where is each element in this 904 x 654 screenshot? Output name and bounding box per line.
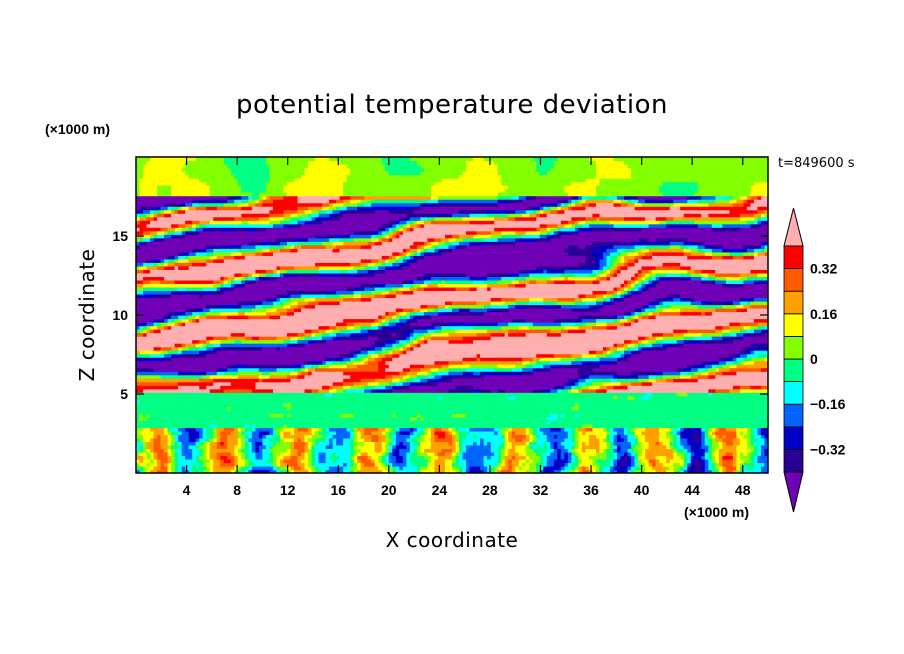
colorbar-label: −0.32 [810, 441, 846, 457]
x-tick-label: 40 [634, 482, 650, 498]
chart-title: potential temperature deviation [236, 90, 668, 120]
y-axis-label: Z coordinate [75, 249, 99, 382]
x-tick-label: 32 [533, 482, 549, 498]
colorbar-label: −0.16 [810, 396, 846, 412]
colorbar-label: 0.16 [810, 306, 837, 322]
y-axis-unit: (×1000 m) [45, 121, 110, 137]
x-axis-unit: (×1000 m) [684, 504, 749, 520]
x-tick-label: 16 [330, 482, 346, 498]
x-tick-label: 8 [233, 482, 241, 498]
colorbar: 0.32 0.16 0 −0.16 −0.32 [783, 207, 846, 513]
colorbar-bin [783, 313, 804, 337]
x-tick-label: 36 [583, 482, 599, 498]
colorbar-bin [783, 403, 804, 428]
colorbar-bin [783, 290, 804, 315]
x-tick-label: 20 [381, 482, 397, 498]
y-axis-ticks: 5 10 15 [112, 228, 768, 402]
x-tick-label: 12 [280, 482, 296, 498]
colorbar-bin [783, 245, 804, 270]
x-tick-label: 4 [183, 482, 191, 498]
y-tick-label: 10 [112, 307, 128, 323]
colorbar-bin [783, 448, 804, 473]
colorbar-label: 0 [810, 351, 818, 367]
x-axis-ticks: 4 8 12 16 20 24 28 32 36 40 44 48 [183, 157, 751, 498]
x-tick-label: 48 [735, 482, 751, 498]
temperature-field [136, 157, 768, 473]
colorbar-bin [783, 426, 804, 450]
colorbar-bin [783, 335, 804, 360]
x-axis-label: X coordinate [386, 528, 519, 552]
colorbar-extend-top [783, 207, 804, 247]
y-tick-label: 5 [120, 386, 128, 402]
colorbar-label: 0.32 [810, 261, 837, 277]
colorbar-extend-bottom [783, 471, 804, 513]
x-tick-label: 24 [432, 482, 448, 498]
time-label: t=849600 s [778, 156, 855, 171]
y-tick-label: 15 [112, 228, 128, 244]
x-tick-label: 28 [482, 482, 498, 498]
colorbar-bin [783, 268, 804, 292]
colorbar-bin [783, 381, 804, 405]
colorbar-bin [783, 358, 804, 383]
x-tick-label: 44 [684, 482, 700, 498]
